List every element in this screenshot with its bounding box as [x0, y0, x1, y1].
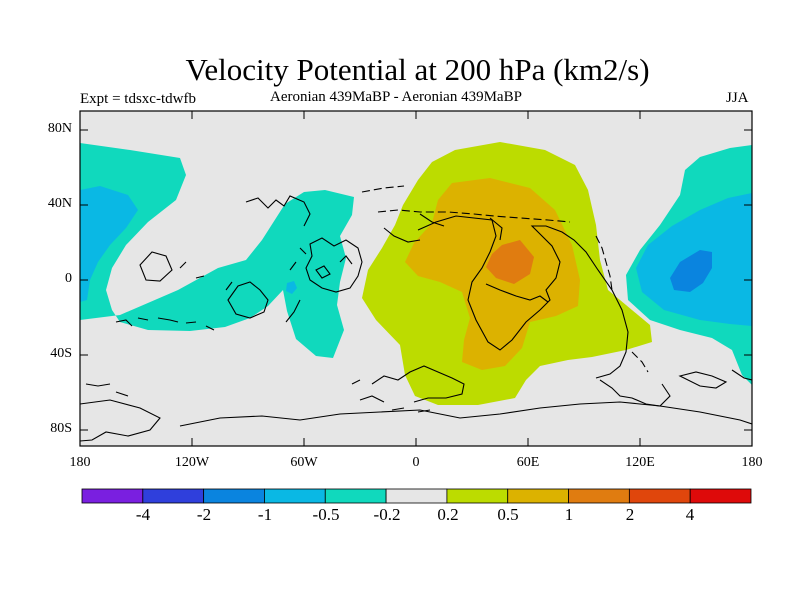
colorbar-box-1: [142, 488, 205, 504]
colorbar-label-neg2: -2: [196, 505, 212, 524]
coastline-east-loop: [678, 371, 728, 389]
colorbar-label-neg0.2: -0.2: [373, 505, 401, 524]
colorbar-label-1: 1: [564, 505, 574, 524]
y-tick-label-80s: 80S: [50, 421, 72, 436]
axis-ticks: [80, 111, 752, 446]
colorbar-box-4: [324, 488, 387, 504]
contour-neg-0.5-west: [80, 186, 138, 302]
x-tick-label-120w: 120W: [174, 455, 210, 470]
contour-neg-0.2-west: [80, 143, 354, 358]
contour-neg-1-east: [670, 250, 712, 292]
coastlines: [80, 185, 752, 442]
coastline-east-lower: [599, 379, 671, 407]
contour-neg-0.5-small: [286, 281, 297, 294]
x-tick-label-0: 0: [412, 455, 420, 470]
chart-title: Velocity Potential at 200 hPa (km2/s): [185, 52, 650, 87]
colorbar-label-neg1: -1: [257, 505, 273, 524]
coastline-north-landmass: [383, 213, 503, 243]
coastline-inner-loop: [485, 283, 549, 303]
x-tick-label-120e: 120E: [625, 455, 655, 470]
coastline-east-dashes: [595, 235, 649, 373]
coastline-antarctica: [80, 399, 752, 442]
colorbar-box-6: [446, 488, 509, 504]
experiment-label: Expt = tdsxc-tdwfb: [80, 91, 196, 107]
y-tick-label-40n: 40N: [47, 196, 72, 211]
coastline-islands-west: [115, 317, 215, 331]
colorbar-label-4: 4: [685, 505, 695, 524]
season-label: JJA: [726, 90, 749, 106]
colorbar-box-7: [507, 488, 569, 504]
coastline-southwest: [371, 365, 465, 403]
contour-field: [80, 111, 752, 446]
colorbar-box-3: [264, 488, 326, 504]
colorbar-label-0.5: 0.5: [497, 505, 519, 524]
period-label: Aeronian 439MaBP - Aeronian 439MaBP: [270, 89, 522, 105]
colorbar-box-0: [81, 488, 144, 504]
coastline-central-islands: [179, 261, 301, 323]
y-tick-label-40s: 40S: [50, 346, 72, 361]
colorbar-box-5: [385, 488, 448, 504]
colorbar-box-10: [689, 488, 752, 504]
coastline-central-west: [227, 281, 269, 319]
colorbar-label-0.2: 0.2: [437, 505, 459, 524]
coastline-far-east: [731, 369, 752, 381]
colorbar-box-9: [628, 488, 691, 504]
colorbar: [81, 488, 752, 504]
coastline-sw-islands: [85, 383, 129, 397]
y-tick-label-80n: 80N: [47, 121, 72, 136]
x-tick-label-180e: 180: [741, 455, 763, 470]
coastline-northwest: [245, 195, 311, 227]
colorbar-label-2: 2: [625, 505, 635, 524]
coastline-north-dashes: [361, 185, 571, 223]
x-tick-label-60e: 60E: [516, 455, 540, 470]
coastline-south-landmass: [417, 215, 629, 379]
coastline-mid-islands: [299, 247, 353, 279]
colorbar-label-neg0.5: -0.5: [312, 505, 340, 524]
coastline-south-islands: [351, 379, 431, 413]
colorbar-label-neg4: -4: [135, 505, 151, 524]
colorbar-box-8: [568, 488, 630, 504]
contour-pos-1: [486, 240, 534, 284]
x-tick-label-180w: 180: [69, 455, 91, 470]
coastline-mid-continent: [305, 237, 363, 293]
y-tick-label-0: 0: [65, 271, 72, 286]
x-tick-label-60w: 60W: [290, 455, 318, 470]
coastline-continent-west: [139, 251, 173, 282]
colorbar-box-2: [203, 488, 265, 504]
